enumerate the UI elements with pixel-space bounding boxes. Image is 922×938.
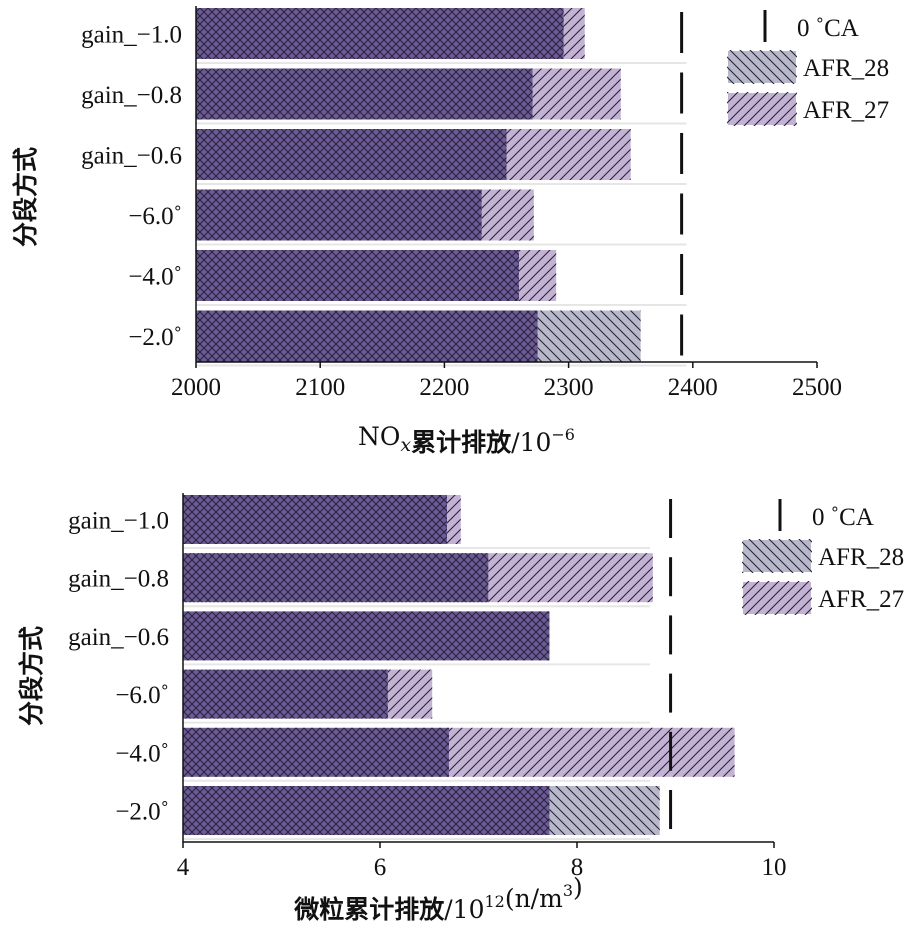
x-axis-label-cjk: 累计排放	[411, 428, 512, 457]
nox-chart: gain_−1.0 gain_−0.8 gain_−0.6 −6.0˚ −4.0˚ −2.…	[11, 6, 889, 457]
y-axis-label: 分段方式	[11, 147, 40, 247]
x-axis-label-sup: −6	[551, 425, 575, 444]
category-label: gain_−0.8	[81, 82, 182, 109]
legend: 0 ˚CA AFR_28 AFR_27	[726, 10, 889, 127]
bar-base-hatch	[196, 250, 519, 301]
x-axis-label-post: /10	[444, 895, 484, 924]
x-axis-label-post: /10	[511, 428, 551, 457]
x-tick-label: 10	[762, 854, 787, 881]
x-axis-label: NOx累计排放/10−6	[358, 422, 575, 457]
legend: 0 ˚CA AFR_28 AFR_27	[741, 499, 904, 616]
x-axis-label-cjk: 微粒累计排放	[293, 895, 445, 924]
bar-base-hatch	[196, 129, 507, 180]
legend-swatch-afr28-hatch	[727, 50, 797, 84]
x-tick-label: 4	[177, 854, 190, 881]
category-label: gain_−0.8	[68, 566, 169, 593]
category-label: −2.0˚	[115, 799, 169, 826]
category-label: −6.0˚	[128, 203, 182, 230]
bar-base-hatch	[183, 553, 489, 603]
bar-afr27-hatch	[532, 68, 621, 120]
particulate-chart: gain_−1.0 gain_−0.8 gain_−0.6 −6.0˚ −4.0˚ −2.…	[17, 493, 904, 924]
bar-afr27-hatch	[448, 727, 735, 777]
category-label: gain_−0.6	[81, 143, 182, 170]
x-axis-label-pre: NO	[358, 422, 400, 451]
legend-label-afr28: AFR_28	[803, 55, 889, 82]
bar-base-hatch	[196, 310, 538, 362]
category-label: −6.0˚	[115, 682, 169, 709]
category-label: gain_−1.0	[81, 22, 182, 49]
x-tick-label: 2500	[792, 374, 842, 401]
legend-swatch-afr28-hatch	[742, 539, 812, 573]
bar-afr27-hatch	[518, 250, 557, 301]
bar-afr28-hatch	[549, 786, 660, 835]
category-label: gain_−1.0	[68, 508, 169, 535]
x-axis-label-sup2: 3	[563, 881, 573, 900]
category-label: −4.0˚	[115, 740, 169, 767]
x-tick-label: 2100	[295, 374, 345, 401]
bar-afr27-hatch	[387, 669, 433, 719]
x-axis-label: 微粒累计排放/1012(n/m3)	[293, 873, 583, 924]
x-tick-label: 2000	[171, 374, 221, 401]
bar-base-hatch	[183, 611, 550, 661]
legend-label-afr28: AFR_28	[818, 544, 904, 571]
x-tick-label: 2200	[419, 374, 469, 401]
bar-base-hatch	[196, 68, 533, 120]
category-label: −2.0˚	[128, 324, 182, 351]
bar-base-hatch	[183, 727, 449, 777]
bar-base-hatch	[183, 495, 447, 544]
legend-swatch-afr27-hatch	[742, 581, 812, 615]
bar-afr28-hatch	[537, 310, 641, 362]
bar-afr27-hatch	[446, 495, 461, 544]
legend-label-0ca: 0 ˚CA	[797, 15, 859, 42]
bar-afr27-hatch	[488, 553, 653, 603]
legend-swatch-afr27-hatch	[727, 92, 797, 126]
bar-afr27-hatch	[481, 189, 534, 241]
category-label: gain_−0.6	[68, 624, 169, 651]
x-axis-label-post2: (n/m	[505, 884, 563, 913]
bar-base-hatch	[183, 669, 388, 719]
bar-base-hatch	[196, 189, 482, 241]
bar-base-hatch	[183, 786, 550, 835]
x-axis-label-sub: x	[400, 434, 411, 456]
y-axis-label: 分段方式	[17, 626, 46, 726]
x-axis-label-post3: )	[573, 873, 583, 902]
legend-label-afr27: AFR_27	[803, 97, 889, 124]
bar-afr27-hatch	[563, 8, 585, 59]
legend-label-afr27: AFR_27	[818, 586, 904, 613]
bar-afr27-hatch	[506, 129, 631, 180]
legend-label-0ca: 0 ˚CA	[812, 504, 874, 531]
x-axis-label-sup: 12	[484, 892, 504, 911]
category-label: −4.0˚	[128, 264, 182, 291]
bar-base-hatch	[196, 8, 564, 59]
x-tick-label: 8	[571, 854, 584, 881]
x-tick-label: 2300	[544, 374, 594, 401]
x-tick-label: 6	[374, 854, 387, 881]
x-tick-label: 2400	[668, 374, 718, 401]
